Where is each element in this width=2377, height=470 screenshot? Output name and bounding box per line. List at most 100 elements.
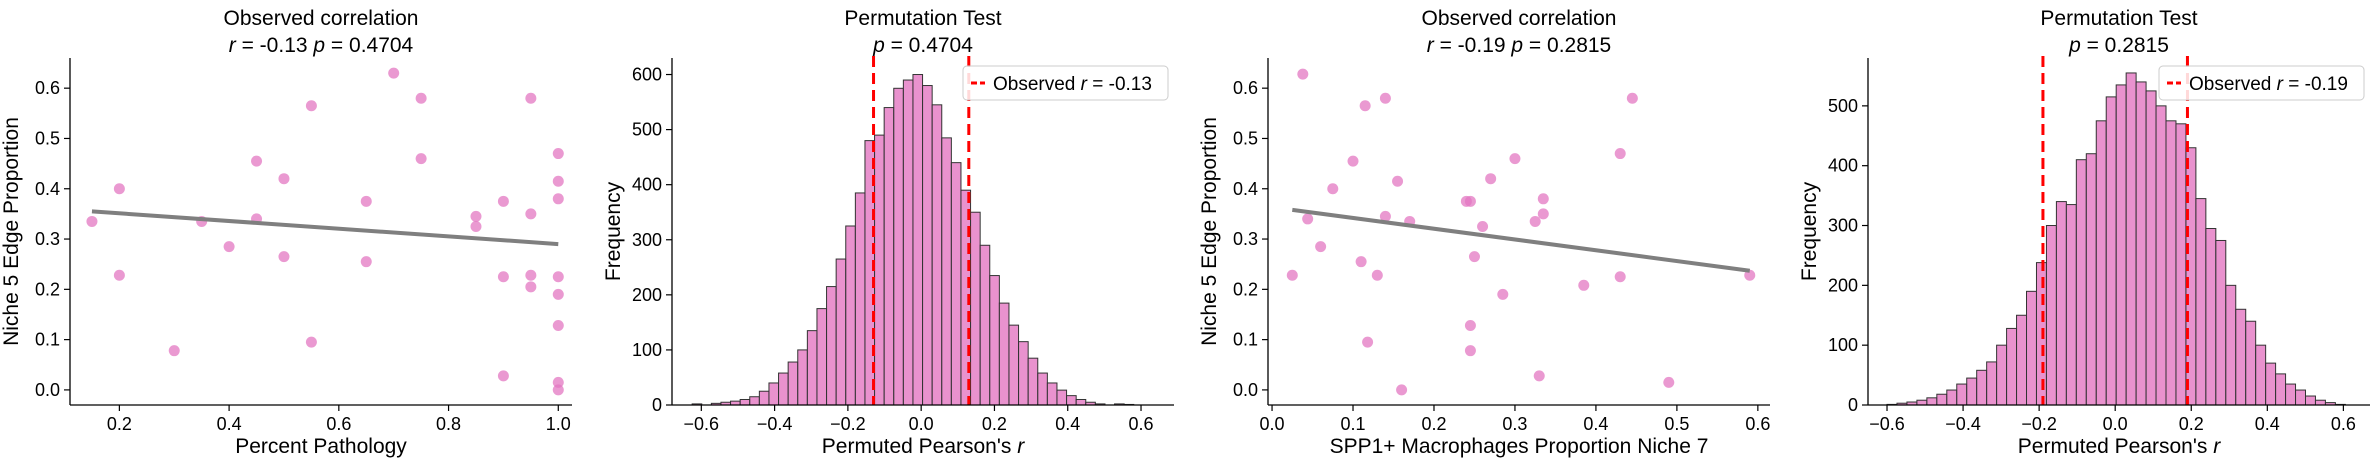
legend-label: Observed r = -0.19 <box>2189 74 2348 95</box>
y-tick-label: 300 <box>632 230 662 250</box>
histogram-bar <box>2055 201 2067 406</box>
chart-panel-3: Observed correlation r = -0.19 p = 0.2815… <box>1198 7 1770 458</box>
histogram-bar <box>2285 383 2297 406</box>
y-tick-label: 0.1 <box>35 330 60 350</box>
chart-title-line: Permutation Test <box>844 7 1001 30</box>
x-tick-label: 0.4 <box>1583 414 1608 434</box>
scatter-point <box>1392 175 1404 187</box>
scatter-point <box>1529 215 1541 227</box>
y-tick-label: 300 <box>1828 216 1858 236</box>
histogram-bar <box>979 244 991 406</box>
chart-panel-4: Permutation Test p = 0.2815 Observed r = -… <box>1798 7 2370 458</box>
histogram-bar <box>816 308 828 406</box>
histogram-bar <box>2275 373 2287 406</box>
chart-title-line: Permutation Test <box>2040 7 2197 30</box>
scatter-point <box>1355 256 1367 268</box>
legend-box <box>2158 65 2365 101</box>
x-tick-label: 0.6 <box>1745 414 1770 434</box>
scatter-point <box>497 195 509 207</box>
scatter-point <box>1347 155 1359 167</box>
x-tick-label: 0.4 <box>1055 414 1080 434</box>
histogram-bar <box>998 302 1010 406</box>
chart-title-line: r = -0.19 p = 0.2815 <box>1427 34 1612 57</box>
histogram-bar <box>1976 369 1988 406</box>
scatter-point <box>278 173 290 185</box>
histogram-bar <box>854 192 866 406</box>
histogram-bar <box>835 258 847 406</box>
scatter-point <box>1362 336 1374 348</box>
y-tick-label: 0.6 <box>1233 78 1258 98</box>
histogram-bar <box>2006 327 2018 406</box>
scatter-point <box>525 92 537 104</box>
scatter-point <box>1614 148 1626 160</box>
scatter-point <box>1509 153 1521 165</box>
scatter-point <box>388 67 400 79</box>
y-tick-label: 400 <box>1828 156 1858 176</box>
legend-label: Observed r = -0.13 <box>993 74 1152 95</box>
histogram-bar <box>2175 123 2187 406</box>
scatter-point <box>552 288 564 300</box>
histogram-bar <box>768 382 780 406</box>
scatter-point <box>1371 269 1383 281</box>
histogram-bar <box>2265 362 2277 406</box>
scatter-point <box>552 384 564 396</box>
y-tick-label: 0.4 <box>35 179 60 199</box>
x-tick-label: 0.2 <box>1421 414 1446 434</box>
histogram-bar <box>749 396 760 406</box>
x-axis-label: SPP1+ Macrophages Proportion Niche 7 <box>1330 435 1709 458</box>
scatter-point <box>552 175 564 187</box>
histogram-bar <box>2075 159 2087 406</box>
scatter-point <box>1614 271 1626 283</box>
histogram-bar <box>922 85 933 406</box>
histogram-bar <box>2165 120 2177 406</box>
chart-panel-2: Permutation Test p = 0.4704 Observed r = -… <box>602 7 1174 458</box>
scatter-point <box>1297 68 1309 80</box>
histogram-bar <box>1926 397 1938 406</box>
regression-line <box>1292 207 1751 273</box>
scatter-point <box>1663 376 1675 388</box>
histogram-bar <box>2215 239 2227 406</box>
y-tick-label: 0.1 <box>1233 330 1258 350</box>
x-tick-label: 0.0 <box>1260 414 1285 434</box>
histogram-bar <box>1966 377 1978 406</box>
y-tick-label: 0.2 <box>35 279 60 299</box>
scatter-point <box>223 241 235 253</box>
x-tick-label: 0.2 <box>982 414 1007 434</box>
y-tick-label: 200 <box>632 285 662 305</box>
histogram-bar <box>2085 153 2097 406</box>
scatter-point <box>552 148 564 160</box>
histogram-bar <box>2314 399 2326 406</box>
x-tick-label: −0.4 <box>1945 414 1981 434</box>
scatter-point <box>497 271 509 283</box>
histogram-bar <box>1046 382 1058 406</box>
x-tick-label: 0.0 <box>909 414 934 434</box>
x-tick-label: 0.4 <box>217 414 242 434</box>
y-tick-label: 100 <box>632 340 662 360</box>
scatter-point <box>1468 251 1480 263</box>
scatter-point <box>470 210 482 222</box>
scatter-point <box>1302 213 1314 225</box>
scatter-point <box>552 320 564 332</box>
histogram-bar <box>1066 395 1077 406</box>
histogram-bar <box>912 74 924 406</box>
regression-line <box>91 209 559 247</box>
y-tick-label: 0.4 <box>1233 179 1258 199</box>
scatter-point <box>552 271 564 283</box>
scatter-point <box>525 208 537 220</box>
x-tick-label: 0.6 <box>1129 414 1154 434</box>
histogram-bar <box>989 275 1000 406</box>
histogram-bar <box>2016 314 2028 406</box>
x-axis-label: Permuted Pearson's r <box>2018 435 2221 458</box>
scatter-point <box>1537 208 1549 220</box>
histogram-bar <box>739 398 751 406</box>
histogram-bar <box>2225 284 2237 406</box>
histogram-bar <box>845 225 856 406</box>
chart-title-line: Observed correlation <box>1422 7 1617 30</box>
scatter-point <box>360 195 372 207</box>
scatter-point <box>1286 269 1298 281</box>
scatter-point <box>113 269 125 281</box>
histogram-bar <box>1008 324 1020 406</box>
histogram-bar <box>931 104 943 406</box>
x-tick-label: 0.4 <box>2255 414 2280 434</box>
histogram-bar <box>1075 398 1087 406</box>
